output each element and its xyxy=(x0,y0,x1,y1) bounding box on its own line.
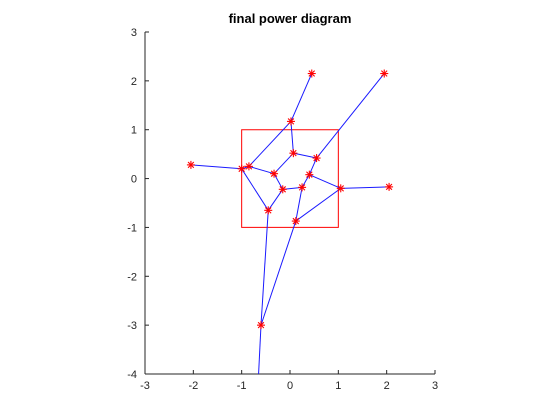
diagram-edge xyxy=(309,174,341,189)
y-tick-label: -4 xyxy=(127,369,137,381)
diagram-edge xyxy=(340,186,390,189)
y-tick-label: -3 xyxy=(127,320,137,332)
bounding-box xyxy=(241,129,339,228)
chart-title: final power diagram xyxy=(229,11,352,26)
vertex-marker xyxy=(298,183,307,192)
vertex-marker xyxy=(289,149,298,158)
diagram-vertices xyxy=(186,69,394,330)
x-tick-label: -2 xyxy=(188,380,198,392)
vertex-marker xyxy=(380,69,389,78)
y-tick-label: -2 xyxy=(127,271,137,283)
y-tick-label: 2 xyxy=(131,76,137,88)
vertex-marker xyxy=(186,160,195,169)
y-tick-label: 3 xyxy=(131,27,137,39)
x-tick-label: 1 xyxy=(335,380,341,392)
diagram-edge xyxy=(293,152,317,159)
vertex-marker xyxy=(264,206,273,215)
diagram-edge xyxy=(273,173,284,190)
vertex-marker xyxy=(244,162,253,171)
diagram-edge xyxy=(267,189,284,211)
x-tick-label: -3 xyxy=(140,380,150,392)
diagram-edge xyxy=(316,73,385,159)
diagram-edge xyxy=(290,73,313,122)
diagram-edge xyxy=(295,187,303,222)
y-tick-label: -1 xyxy=(127,222,137,234)
vertex-marker xyxy=(312,154,321,163)
x-tick-label: 3 xyxy=(432,380,438,392)
vertex-marker xyxy=(278,185,287,194)
x-tick-label: 2 xyxy=(384,380,390,392)
vertex-marker xyxy=(385,182,394,191)
diagram-edge xyxy=(273,152,294,175)
x-tick-label: 0 xyxy=(287,380,293,392)
diagram-edge xyxy=(258,325,262,375)
vertex-marker xyxy=(270,169,279,178)
diagram-edge xyxy=(290,121,294,154)
y-tick-label: 1 xyxy=(131,125,137,137)
vertex-marker xyxy=(305,170,314,179)
vertex-marker xyxy=(307,69,316,78)
diagram-edge xyxy=(248,165,275,175)
diagram-edge xyxy=(190,164,242,170)
vertex-marker xyxy=(257,321,265,330)
diagram-edges xyxy=(190,73,390,375)
diagram-edge xyxy=(248,121,292,167)
red-square xyxy=(241,129,339,228)
x-tick-label: -1 xyxy=(237,380,247,392)
diagram-edge xyxy=(301,174,310,188)
vertex-marker xyxy=(291,217,300,226)
diagram-edge xyxy=(260,220,297,326)
y-tick-label: 0 xyxy=(131,174,137,186)
diagram-edge xyxy=(295,187,342,222)
diagram-edge xyxy=(308,157,318,175)
vertex-marker xyxy=(286,117,295,126)
diagram-edge xyxy=(260,210,269,326)
vertex-marker xyxy=(336,184,345,193)
vertex-marker xyxy=(237,164,246,173)
diagram-edge xyxy=(241,168,269,211)
